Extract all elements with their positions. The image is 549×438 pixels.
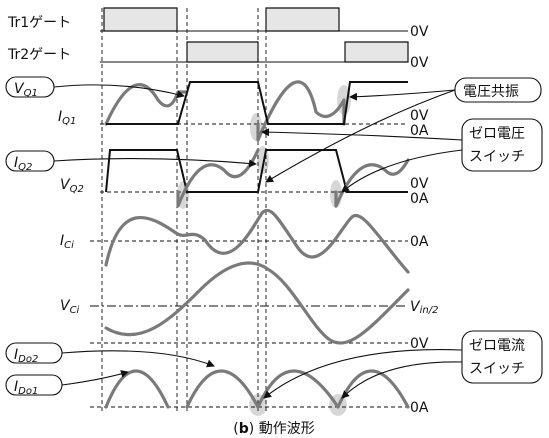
q1-zero-v: 0V [410, 108, 429, 124]
ici-waveform [104, 208, 410, 274]
ido2-leader [61, 350, 215, 368]
q1-waveforms [104, 80, 408, 142]
ici-label: ICi [60, 233, 74, 251]
ido2-label: IDo2 [14, 347, 38, 365]
diode-waveforms [104, 369, 410, 409]
iq1-waveform [104, 80, 346, 142]
zcs-callout-line2: スイッチ [469, 361, 525, 377]
resonance-arrow-1 [349, 89, 456, 101]
vq1-leader [53, 84, 185, 99]
zcs-arrow-2 [341, 361, 463, 399]
tr1-gate-pulse-2 [265, 7, 340, 32]
gate-signals [100, 7, 409, 63]
vci-vin-half: Vin/2 [410, 299, 438, 316]
zvs-callout-line2: スイッチ [469, 149, 525, 165]
label-leaders [53, 84, 257, 386]
vq2-waveform [105, 149, 408, 193]
level-labels: 0V 0V 0V 0A 0V 0A 0A Vin/2 0V 0A [410, 24, 438, 416]
zcs-arrow-1 [263, 349, 463, 399]
iq2-leader [53, 158, 257, 168]
tr2-gate-label: Tr2ゲート [7, 47, 71, 63]
ido-zero-a: 0A [410, 400, 429, 416]
ici-zero-a: 0A [410, 234, 429, 250]
figure-caption: (b) 動作波形 [233, 421, 314, 437]
tr2-gate-pulse-1 [186, 41, 259, 63]
vci-label: VCi [60, 298, 80, 316]
vq1-waveform [106, 81, 408, 125]
tr1-gate-label: Tr1ゲート [7, 15, 71, 31]
iq1-label: IQ1 [58, 109, 76, 127]
ido1-leader [61, 370, 129, 386]
time-markers [101, 8, 267, 412]
tr1-zero-v: 0V [410, 24, 429, 40]
iq2-waveform [176, 148, 410, 208]
iq2-label: IQ2 [14, 155, 32, 173]
q2-zero-v: 0V [410, 176, 429, 192]
vq2-label: VQ2 [60, 177, 84, 195]
q2-zero-a: 0A [410, 191, 429, 207]
zvs-callout-box [461, 118, 543, 172]
zvs-callout-line1: ゼロ電圧 [469, 126, 525, 142]
tr2-zero-v: 0V [410, 55, 429, 71]
resonance-callout-text: 電圧共振 [463, 84, 519, 100]
zcs-callout-box [461, 330, 543, 384]
signal-labels: Tr1ゲート Tr2ゲート VQ1 IQ1 IQ2 VQ2 ICi VCi ID… [5, 15, 84, 397]
resonance-arrow-2 [265, 89, 456, 183]
callouts: 電圧共振 ゼロ電圧 スイッチ ゼロ電流 スイッチ [261, 77, 543, 399]
q1-zero-a: 0A [410, 123, 429, 139]
ido1-label: IDo1 [14, 379, 38, 397]
ido1-waveform [104, 369, 340, 409]
zvs-arrow-1 [261, 128, 463, 141]
tr2-gate-pulse-2 [344, 41, 409, 63]
tr1-gate-pulse-1 [103, 7, 178, 32]
zvs-arrow-2 [341, 149, 463, 193]
ido-zero-v: 0V [410, 336, 429, 352]
zcs-callout-line1: ゼロ電流 [469, 338, 525, 354]
vq1-label: VQ1 [14, 81, 38, 99]
vci-waveform [104, 261, 410, 345]
